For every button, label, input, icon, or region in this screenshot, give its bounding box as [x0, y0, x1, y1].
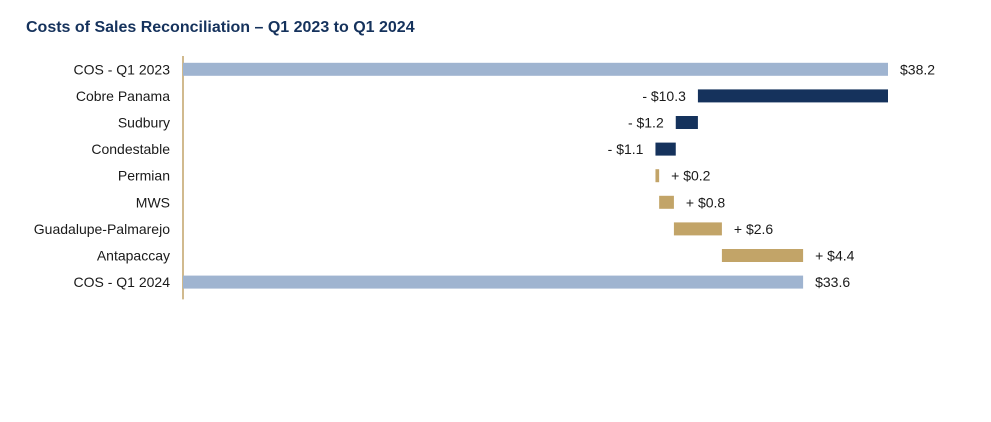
category-label: Guadalupe-Palmarejo — [34, 221, 170, 237]
chart-title: Costs of Sales Reconciliation – Q1 2023 … — [26, 19, 415, 36]
category-label: Permian — [118, 168, 170, 184]
data-label: - $10.3 — [642, 88, 686, 104]
category-label: COS - Q1 2024 — [74, 274, 171, 290]
total-bar — [183, 275, 804, 289]
category-label: MWS — [136, 194, 170, 210]
increase-bar — [721, 249, 804, 262]
data-label: - $1.2 — [628, 115, 664, 131]
category-label: Cobre Panama — [76, 88, 170, 104]
data-label: $33.6 — [815, 274, 850, 290]
category-label: Sudbury — [118, 115, 170, 131]
data-label: + $0.2 — [671, 168, 711, 184]
decrease-bar — [655, 142, 676, 156]
increase-bar — [673, 222, 722, 236]
decrease-bar — [675, 116, 698, 129]
data-label: + $2.6 — [734, 221, 774, 237]
decrease-bar — [697, 89, 888, 103]
total-bar — [183, 62, 888, 76]
data-label: + $4.4 — [815, 248, 855, 264]
increase-bar — [659, 195, 674, 209]
category-label: COS - Q1 2023 — [74, 61, 171, 77]
data-label: + $0.8 — [686, 194, 726, 210]
data-label: - $1.1 — [608, 141, 644, 157]
data-label: $38.2 — [900, 61, 935, 77]
category-label: Condestable — [91, 141, 170, 157]
increase-bar — [655, 169, 660, 183]
category-label: Antapaccay — [97, 248, 170, 264]
